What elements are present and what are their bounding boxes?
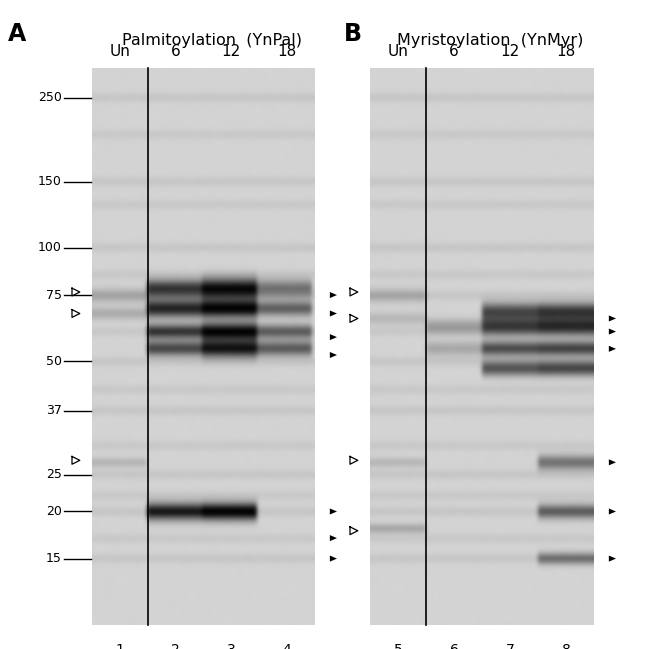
Text: 6: 6 [171,44,181,59]
Text: 18: 18 [278,44,297,59]
Polygon shape [72,288,80,296]
Text: 1: 1 [116,643,124,649]
Text: 12: 12 [501,44,520,59]
Text: B: B [344,22,362,46]
Text: A: A [8,22,27,46]
Text: 15: 15 [46,552,62,565]
Text: 6: 6 [449,44,459,59]
Polygon shape [72,456,80,464]
Polygon shape [609,315,616,321]
Text: 4: 4 [283,643,291,649]
Text: 3: 3 [227,643,236,649]
Polygon shape [330,310,337,317]
Polygon shape [609,556,616,561]
Text: 8: 8 [562,643,570,649]
Polygon shape [350,456,358,464]
Text: 2: 2 [171,643,180,649]
Text: Un: Un [388,44,408,59]
Text: 50: 50 [46,355,62,368]
Polygon shape [609,508,616,515]
Polygon shape [609,346,616,352]
Polygon shape [330,556,337,561]
Polygon shape [350,527,358,535]
Text: 250: 250 [38,92,62,104]
Polygon shape [330,334,337,340]
Polygon shape [72,310,80,317]
Text: 5: 5 [394,643,402,649]
Polygon shape [330,535,337,541]
Polygon shape [609,459,616,465]
Text: 150: 150 [38,175,62,188]
Text: 18: 18 [556,44,576,59]
Text: 6: 6 [450,643,458,649]
Text: 20: 20 [46,505,62,518]
Polygon shape [330,508,337,515]
Polygon shape [330,352,337,358]
Polygon shape [330,292,337,298]
Text: 12: 12 [222,44,241,59]
Text: 37: 37 [46,404,62,417]
Polygon shape [350,315,358,323]
Text: Un: Un [110,44,130,59]
Text: Myristoylation  (YnMyr): Myristoylation (YnMyr) [397,33,583,48]
Polygon shape [350,288,358,296]
Text: 75: 75 [46,289,62,302]
Text: 25: 25 [46,469,62,482]
Text: 7: 7 [505,643,515,649]
Text: Palmitoylation  (YnPal): Palmitoylation (YnPal) [122,33,301,48]
Text: 100: 100 [38,241,62,254]
Polygon shape [609,328,616,335]
